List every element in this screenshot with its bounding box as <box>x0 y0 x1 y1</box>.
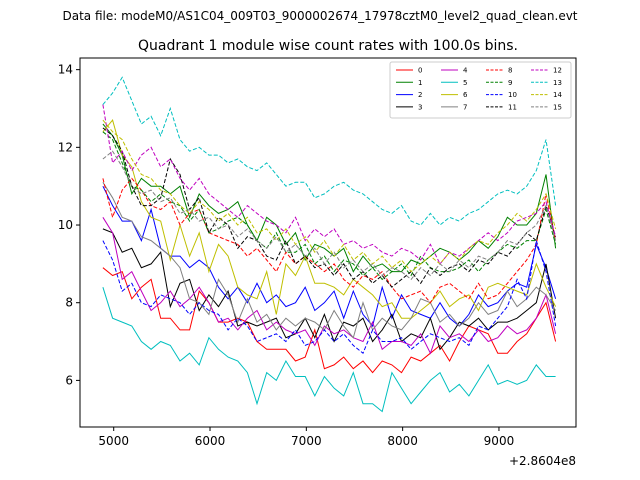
legend-box <box>389 61 572 119</box>
series-line-15 <box>102 150 557 281</box>
series-line-0 <box>102 267 557 374</box>
series-line-8 <box>102 177 557 304</box>
plot-frame <box>79 57 577 428</box>
plot-area <box>79 57 577 428</box>
legend-label-5: 5 <box>463 79 467 87</box>
legend-label-6: 6 <box>463 91 468 99</box>
series-line-9 <box>102 131 557 281</box>
series-line-4 <box>102 217 557 355</box>
series-line-5 <box>102 287 556 413</box>
y-tick-label: 8 <box>65 296 73 310</box>
legend-label-10: 10 <box>508 91 517 99</box>
y-tick-label: 14 <box>58 63 73 77</box>
series-line-3 <box>102 228 557 351</box>
legend-label-8: 8 <box>508 67 512 75</box>
series-line-6 <box>102 119 557 319</box>
legend-label-4: 4 <box>463 67 468 75</box>
x-tick-label: 5000 <box>98 434 129 448</box>
data-file-label: Data file: modeM0/AS1C04_009T03_90000026… <box>62 9 577 23</box>
legend-label-15: 15 <box>553 103 562 111</box>
series-line-2 <box>102 185 557 328</box>
legend-label-3: 3 <box>418 103 422 111</box>
legend-label-11: 11 <box>508 103 517 111</box>
y-tick-label: 6 <box>65 373 73 387</box>
legend-label-9: 9 <box>508 79 512 87</box>
x-tick-label: 6000 <box>195 434 226 448</box>
series-line-12 <box>102 104 557 265</box>
legend-label-2: 2 <box>418 91 422 99</box>
series-line-14 <box>102 119 557 273</box>
series-line-7 <box>102 182 557 339</box>
legend-label-1: 1 <box>418 79 422 87</box>
y-tick-label: 12 <box>58 140 73 154</box>
legend-label-13: 13 <box>553 79 562 87</box>
x-offset-label: +2.8604e8 <box>509 454 576 468</box>
series-line-10 <box>102 240 557 355</box>
series-line-13 <box>102 76 557 226</box>
series-layer <box>102 76 557 413</box>
legend-label-7: 7 <box>463 103 467 111</box>
x-tick-label: 8000 <box>387 434 418 448</box>
x-tick-label: 9000 <box>484 434 515 448</box>
y-tick-label: 10 <box>58 218 73 232</box>
legend-label-0: 0 <box>418 67 422 75</box>
series-line-11 <box>102 127 557 288</box>
legend-label-12: 12 <box>553 67 562 75</box>
legend-label-14: 14 <box>553 91 562 99</box>
x-tick-label: 7000 <box>291 434 322 448</box>
chart-title: Quadrant 1 module wise count rates with … <box>138 38 518 54</box>
series-line-1 <box>102 123 557 273</box>
